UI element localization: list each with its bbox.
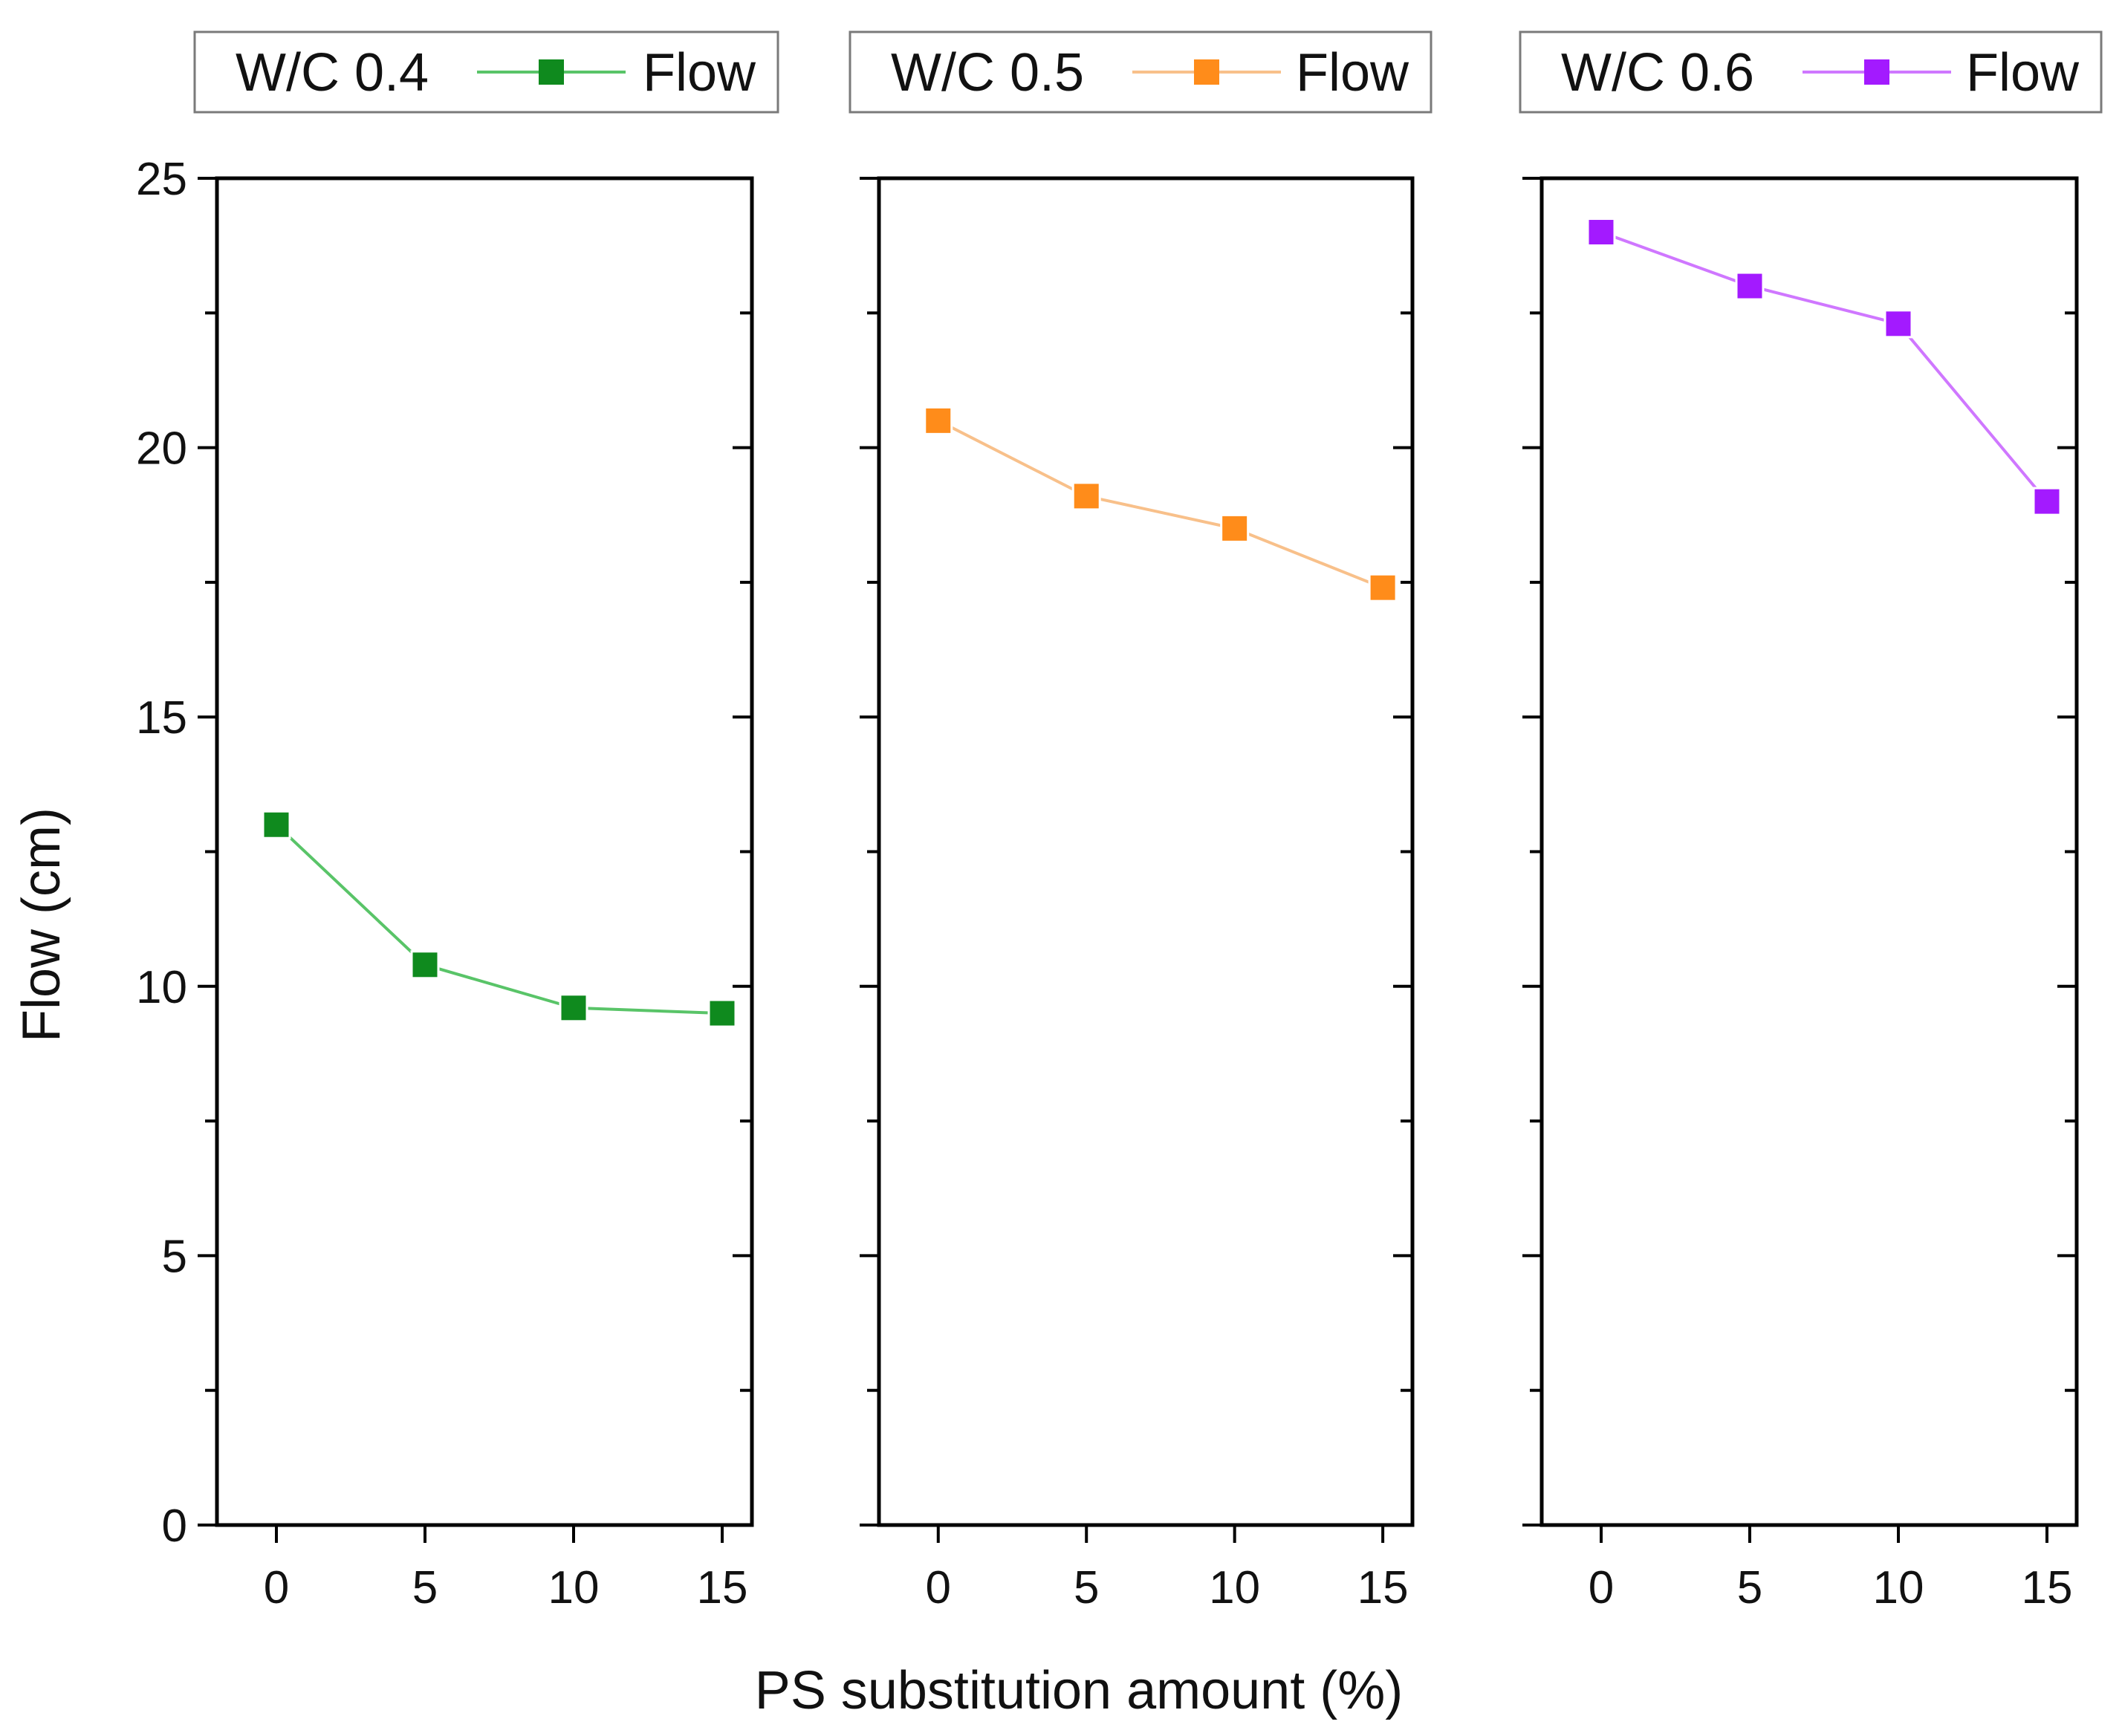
series-markers bbox=[262, 810, 737, 1028]
x-tick-label-0: 0 bbox=[264, 1562, 289, 1613]
x-axis-title: PS substitution amount (%) bbox=[755, 1661, 1403, 1720]
x-tick-label-0: 0 bbox=[1589, 1562, 1614, 1613]
legend-label: W/C 0.5 bbox=[891, 43, 1084, 103]
legend-series-name: Flow bbox=[1296, 43, 1409, 103]
x-tick-labels: 0 5 10 15 bbox=[1589, 1562, 2073, 1613]
series-line bbox=[937, 419, 1383, 590]
legend-label: W/C 0.6 bbox=[1561, 43, 1754, 103]
data-point-x5 bbox=[1071, 481, 1101, 511]
y-tick-label-25: 25 bbox=[136, 154, 187, 205]
legend-marker-square bbox=[1864, 59, 1889, 85]
axis-ticks bbox=[860, 177, 1412, 1543]
x-tick-label-10: 10 bbox=[1209, 1562, 1260, 1613]
y-tick-label-10: 10 bbox=[136, 962, 187, 1013]
series-line bbox=[275, 823, 723, 1015]
x-tick-label-0: 0 bbox=[926, 1562, 951, 1613]
x-tick-label-5: 5 bbox=[1074, 1562, 1099, 1613]
panel-wc-0-5: W/C 0.5 Flow 0 5 10 15 bbox=[849, 30, 1432, 1613]
y-tick-label-15: 15 bbox=[136, 692, 187, 744]
legend-box: W/C 0.6 Flow bbox=[1519, 30, 2103, 114]
x-tick-label-10: 10 bbox=[1873, 1562, 1924, 1613]
x-tick-labels: 0 5 10 15 bbox=[264, 1562, 748, 1613]
series-markers bbox=[1586, 218, 2062, 516]
data-point-x10 bbox=[559, 993, 588, 1023]
data-point-x5 bbox=[1735, 271, 1765, 301]
x-tick-label-5: 5 bbox=[1737, 1562, 1762, 1613]
y-tick-label-20: 20 bbox=[136, 423, 187, 475]
data-point-x15 bbox=[1368, 573, 1398, 602]
series-line bbox=[1600, 230, 2048, 503]
legend-box: W/C 0.4 Flow bbox=[193, 30, 779, 114]
data-point-x15 bbox=[2032, 487, 2062, 516]
data-point-x10 bbox=[1883, 309, 1913, 339]
data-point-x0 bbox=[262, 810, 291, 839]
x-tick-label-15: 15 bbox=[697, 1562, 748, 1613]
legend-label: W/C 0.4 bbox=[236, 43, 429, 103]
panel-wc-0-4: W/C 0.4 Flow 0 5 10 15 20 25 0 5 10 15 bbox=[136, 30, 779, 1613]
x-tick-label-15: 15 bbox=[2022, 1562, 2073, 1613]
data-point-x0 bbox=[924, 406, 953, 435]
data-point-x5 bbox=[410, 950, 440, 980]
data-point-x10 bbox=[1220, 513, 1250, 543]
legend-marker-square bbox=[1194, 59, 1219, 85]
legend-frame bbox=[1519, 30, 2103, 114]
axis-ticks bbox=[198, 177, 752, 1543]
legend-series-name: Flow bbox=[643, 43, 756, 103]
axis-ticks bbox=[1522, 177, 2077, 1543]
series-markers bbox=[924, 406, 1398, 602]
x-tick-label-5: 5 bbox=[412, 1562, 438, 1613]
x-tick-labels: 0 5 10 15 bbox=[926, 1562, 1409, 1613]
x-tick-label-10: 10 bbox=[548, 1562, 600, 1613]
legend-marker-square bbox=[539, 59, 564, 85]
y-tick-label-0: 0 bbox=[162, 1501, 187, 1552]
data-point-x0 bbox=[1586, 218, 1616, 247]
panel-wc-0-6: W/C 0.6 Flow 0 5 10 15 bbox=[1519, 30, 2103, 1613]
y-tick-label-5: 5 bbox=[162, 1231, 187, 1282]
x-tick-label-15: 15 bbox=[1357, 1562, 1409, 1613]
y-tick-labels: 0 5 10 15 20 25 bbox=[136, 154, 187, 1552]
legend-series-name: Flow bbox=[1966, 43, 2080, 103]
legend-box: W/C 0.5 Flow bbox=[849, 30, 1432, 114]
data-point-x15 bbox=[707, 998, 737, 1028]
y-axis-title: Flow (cm) bbox=[12, 807, 71, 1042]
